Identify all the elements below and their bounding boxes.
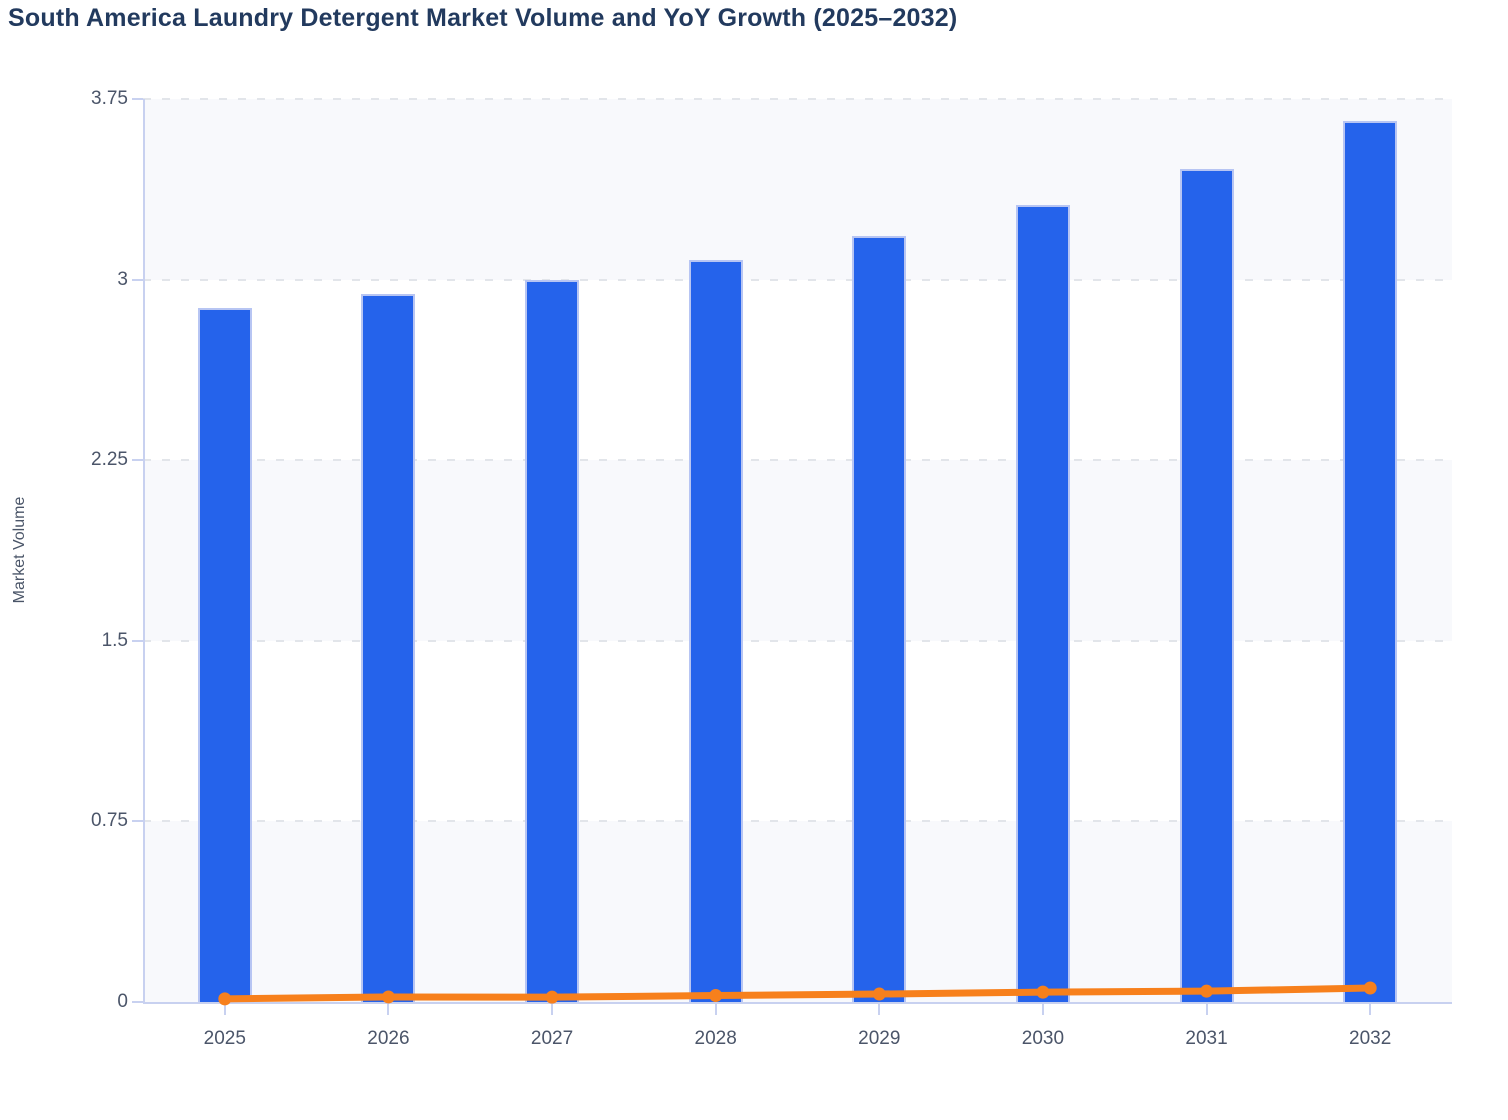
x-tick: [714, 1004, 717, 1015]
x-axis-line: [143, 1002, 1452, 1004]
x-tick: [1041, 1004, 1044, 1015]
y-axis-title: Market Volume: [11, 496, 28, 604]
gridline-y-3.75: [143, 98, 1452, 100]
x-tick-label-2031: 2031: [1185, 1028, 1228, 1049]
plot-band-stripe: [143, 460, 1452, 641]
x-tick: [878, 1004, 881, 1015]
x-tick-label-2032: 2032: [1349, 1028, 1392, 1049]
gridline-y-2.25: [143, 459, 1452, 462]
x-tick-label-2026: 2026: [367, 1028, 410, 1049]
x-tick-label-2028: 2028: [694, 1028, 737, 1049]
plot-area: [143, 99, 1452, 1002]
plot-band-stripe: [143, 99, 1452, 280]
x-tick-label-2027: 2027: [530, 1028, 574, 1049]
bar-2030[interactable]: [1015, 204, 1070, 1002]
y-tick: [132, 459, 143, 462]
bar-2029[interactable]: [852, 236, 907, 1002]
y-tick: [132, 278, 143, 281]
y-tick-label-3.75: 3.75: [91, 88, 128, 109]
bar-2032[interactable]: [1343, 120, 1398, 1002]
x-tick: [1369, 1004, 1372, 1015]
gridline-y-1.5: [143, 639, 1452, 642]
x-tick: [223, 1004, 226, 1015]
x-tick-label-2025: 2025: [203, 1028, 246, 1049]
x-tick-label-2029: 2029: [858, 1028, 901, 1049]
bar-2031[interactable]: [1179, 168, 1234, 1002]
x-tick: [387, 1004, 390, 1015]
x-tick: [1205, 1004, 1208, 1015]
y-tick-label-0.75: 0.75: [91, 810, 128, 832]
bar-2026[interactable]: [361, 294, 416, 1002]
bar-2025[interactable]: [197, 308, 252, 1002]
y-tick: [132, 820, 143, 823]
gridline-y-3: [143, 278, 1452, 281]
y-tick: [132, 1001, 143, 1003]
bar-2027[interactable]: [525, 279, 580, 1002]
chart-title: South America Laundry Detergent Market V…: [8, 4, 958, 32]
plot-band-stripe: [143, 640, 1452, 822]
plot-band-stripe: [143, 279, 1452, 461]
x-tick: [551, 1004, 554, 1015]
y-tick: [132, 98, 143, 100]
y-tick-label-1.5: 1.5: [101, 629, 128, 651]
x-tick-label-2030: 2030: [1021, 1028, 1065, 1049]
y-tick: [132, 639, 143, 642]
y-tick-label-3: 3: [117, 268, 128, 290]
y-axis-line: [143, 99, 145, 1004]
plot-band-stripe: [143, 821, 1452, 1002]
bar-2028[interactable]: [688, 260, 743, 1002]
y-tick-label-0: 0: [117, 991, 128, 1012]
gridline-y-0.75: [143, 820, 1452, 823]
y-tick-label-2.25: 2.25: [91, 449, 128, 471]
